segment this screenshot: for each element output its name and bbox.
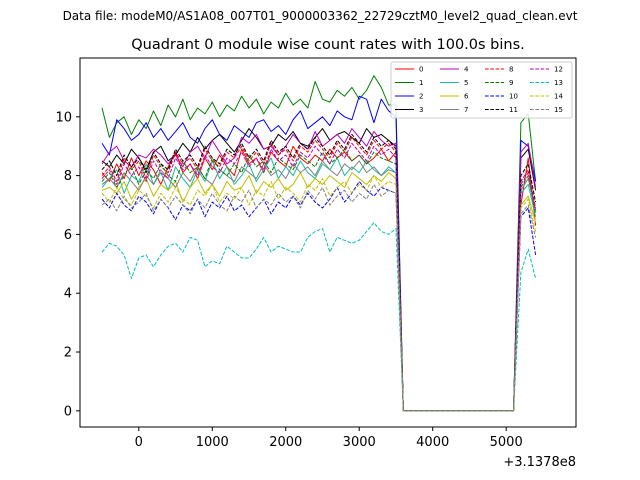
legend-label-8: 8	[509, 66, 513, 74]
legend-label-12: 12	[554, 66, 563, 74]
series-line-12	[101, 142, 537, 412]
legend-label-1: 1	[419, 79, 423, 87]
legend-label-3: 3	[419, 106, 423, 114]
y-tick-label: 2	[64, 346, 72, 361]
series-line-6	[101, 172, 537, 412]
x-offset-label: +3.1378e8	[503, 455, 576, 470]
x-tick-label: 1000	[196, 435, 229, 450]
legend-label-10: 10	[509, 93, 518, 101]
y-tick-label: 8	[64, 169, 72, 184]
series-line-7	[101, 160, 537, 412]
y-tick-label: 0	[64, 404, 72, 419]
legend-label-15: 15	[554, 106, 563, 114]
series-line-14	[101, 175, 537, 412]
series-line-15	[101, 183, 537, 412]
legend-label-14: 14	[554, 93, 563, 101]
series-line-1	[101, 75, 537, 412]
legend-label-4: 4	[464, 66, 469, 74]
legend-label-5: 5	[464, 79, 468, 87]
legend-label-11: 11	[509, 106, 518, 114]
legend-label-0: 0	[419, 66, 423, 74]
y-tick-label: 10	[55, 110, 72, 125]
series-line-0	[101, 145, 537, 412]
series-line-11	[101, 133, 537, 412]
x-tick-label: 4000	[416, 435, 449, 450]
y-tick-label: 6	[64, 228, 72, 243]
chart-suptitle: Data file: modeM0/AS1A08_007T01_90000033…	[63, 9, 578, 23]
legend-label-7: 7	[464, 106, 468, 114]
x-tick-label: 3000	[343, 435, 376, 450]
plot-area	[101, 75, 537, 412]
plot-frame	[79, 57, 577, 428]
chart-title: Quadrant 0 module wise count rates with …	[131, 37, 525, 53]
x-tick-label: 0	[135, 435, 143, 450]
series-line-2	[101, 95, 537, 412]
x-tick-label: 2000	[269, 435, 302, 450]
legend-label-9: 9	[509, 79, 513, 87]
series-line-10	[101, 180, 537, 412]
legend-label-13: 13	[554, 79, 563, 87]
legend-label-2: 2	[419, 93, 423, 101]
series-line-5	[101, 157, 537, 412]
x-tick-label: 5000	[490, 435, 523, 450]
legend-box	[390, 61, 573, 119]
series-line-8	[101, 136, 537, 412]
legend-label-6: 6	[464, 93, 469, 101]
axis-ticks: 0 1000 2000 3000 4000 5000 0 2 4 6 8 10	[55, 110, 522, 450]
y-tick-label: 4	[64, 287, 72, 302]
series-line-13	[101, 222, 537, 412]
